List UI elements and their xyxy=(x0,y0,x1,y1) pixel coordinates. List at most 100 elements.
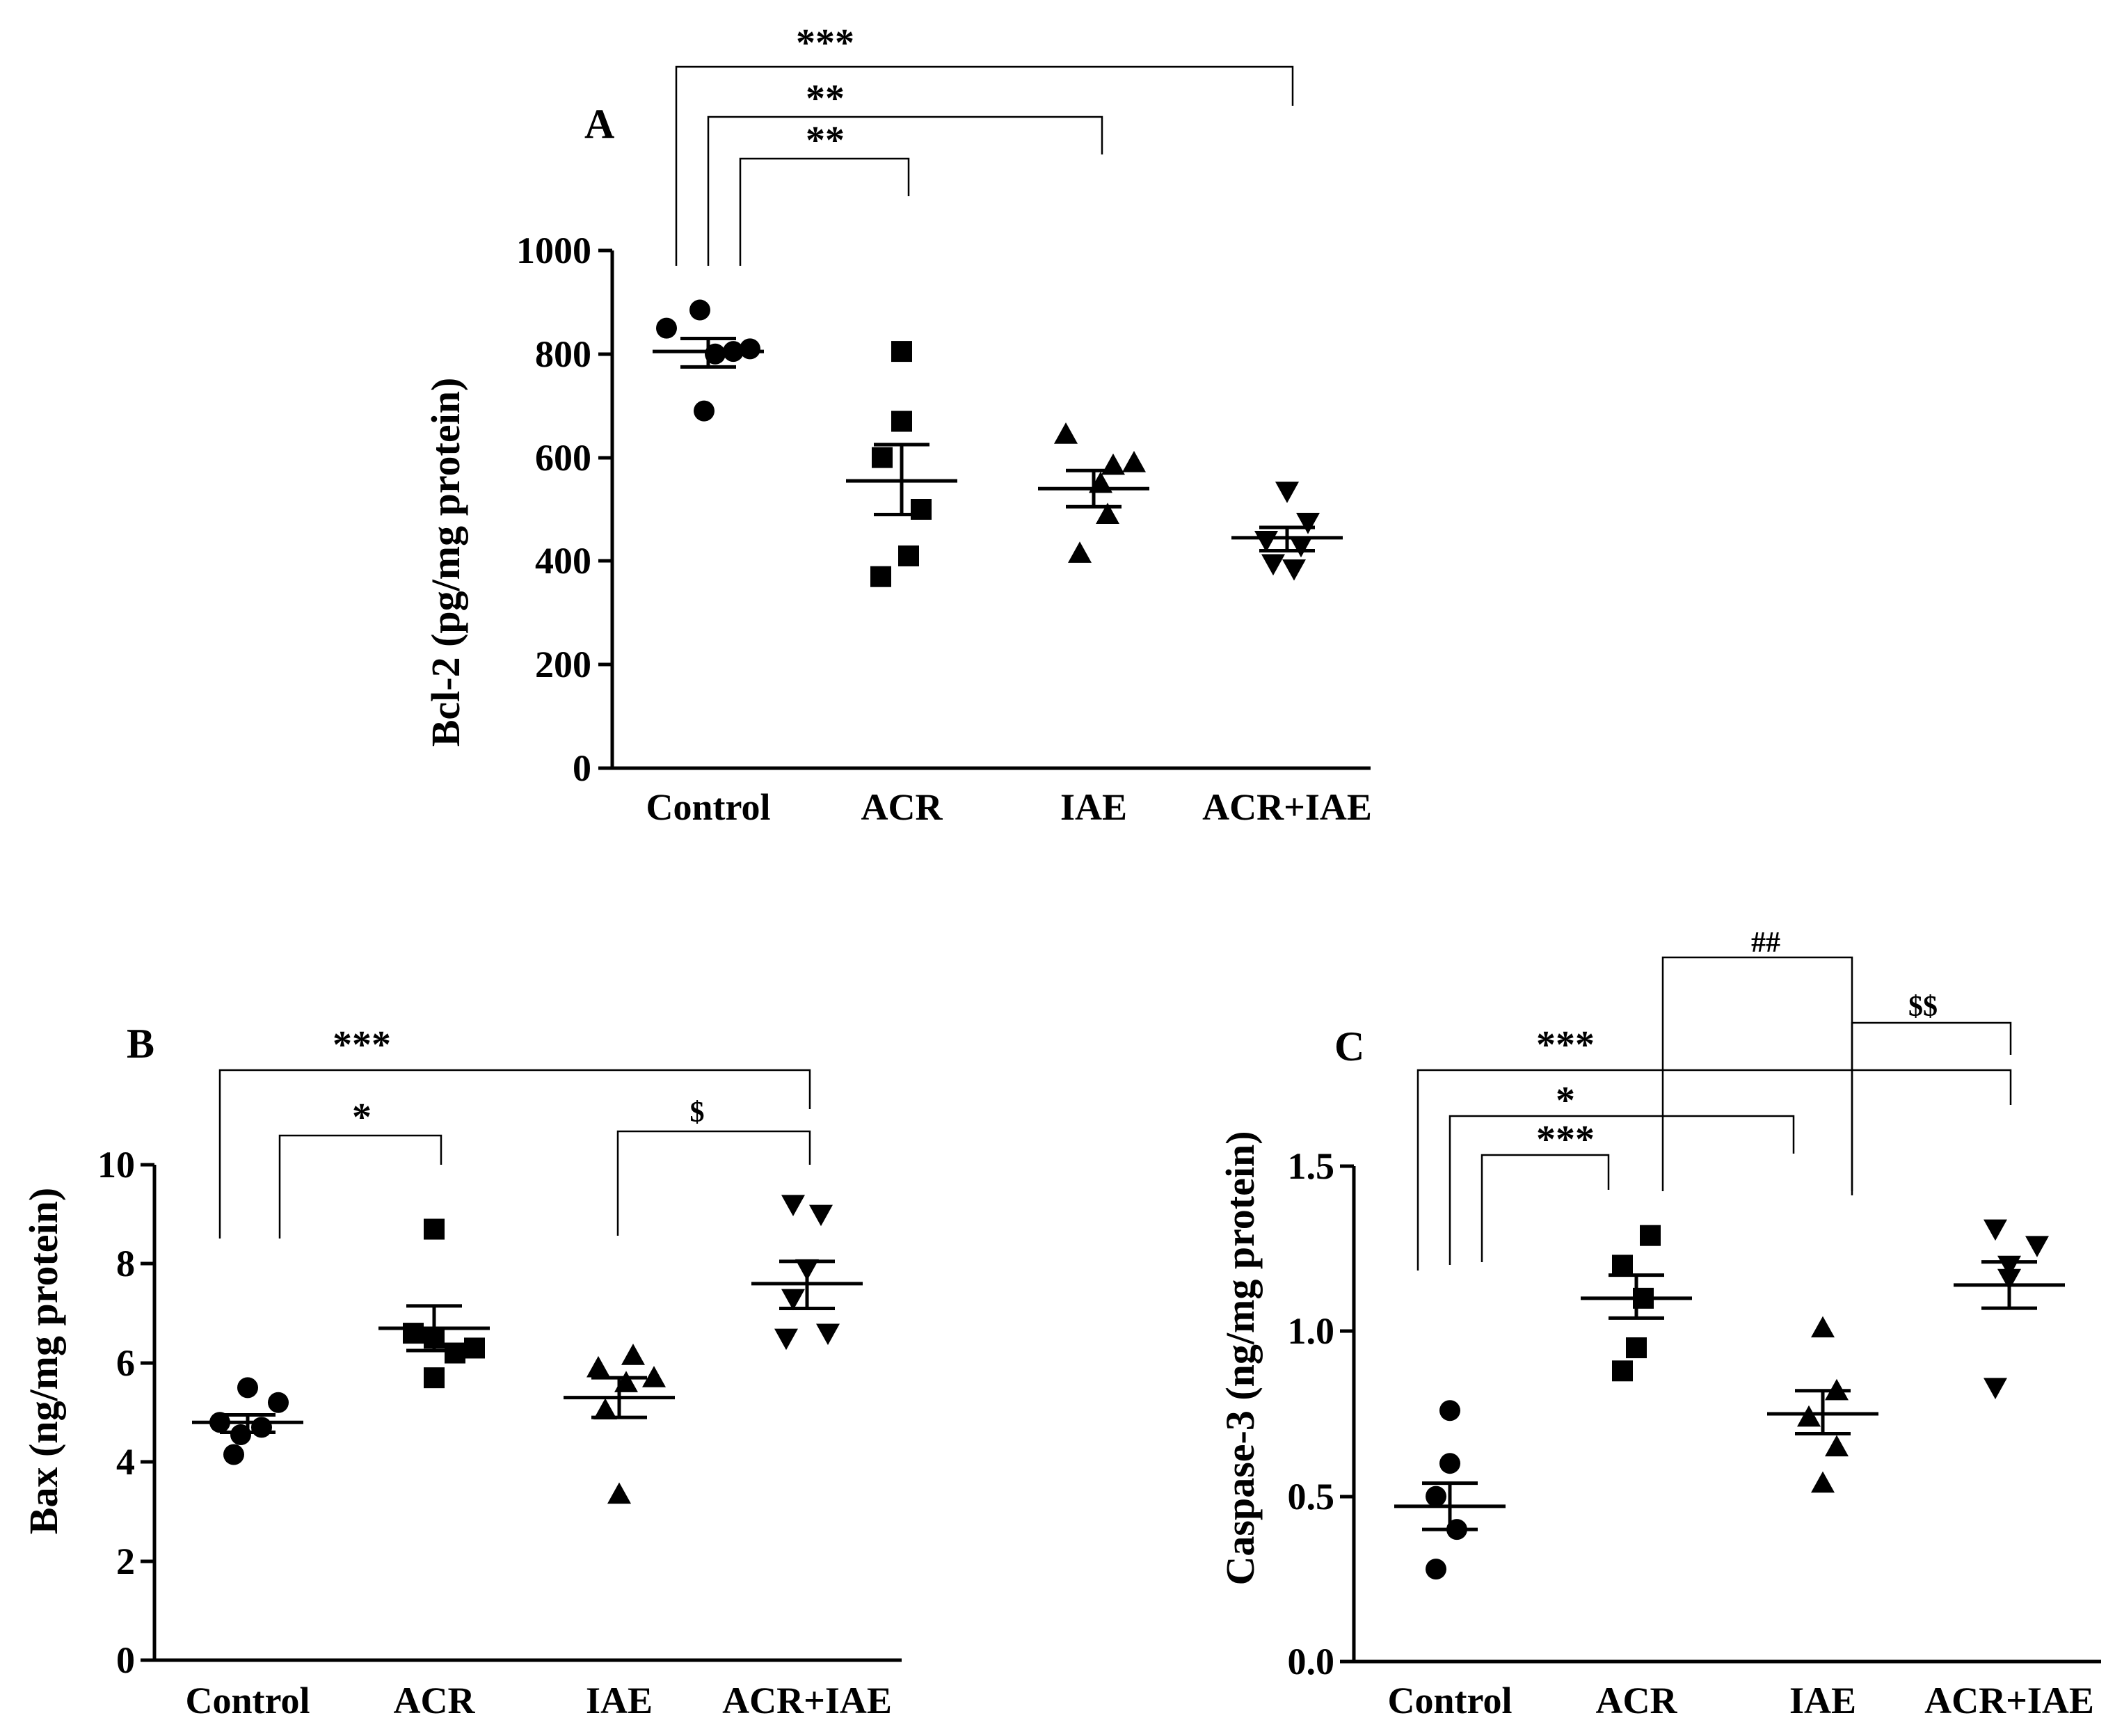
panel-c-ytick-label: 1.5 xyxy=(1288,1145,1335,1187)
panel-c-data-point xyxy=(1797,1405,1821,1427)
panel-c-letter: C xyxy=(1334,1024,1364,1069)
panel-b-data-point xyxy=(642,1366,666,1387)
panel-a-bracket xyxy=(707,116,1103,266)
panel-c-bracket xyxy=(1851,1021,2012,1195)
panel-b-data-point xyxy=(403,1323,424,1344)
panel-c-xtick-label: Control xyxy=(1387,1680,1512,1721)
panel-b-data-point xyxy=(607,1482,631,1504)
panel-a-xtick-label: ACR+IAE xyxy=(1202,786,1372,828)
panel-a-xtick-label: IAE xyxy=(1060,786,1127,828)
panel-b-data-point xyxy=(268,1392,289,1413)
panel-c-ylabel: Caspase-3 (ng/mg protein) xyxy=(1218,1131,1263,1585)
panel-b-data-point xyxy=(621,1344,645,1365)
panel-a-ytick-label: 0 xyxy=(573,747,591,789)
panel-c-sig-label: *** xyxy=(1536,1024,1595,1067)
panel-b-sig-label: *** xyxy=(333,1024,391,1067)
panel-b-data-point xyxy=(445,1342,465,1364)
panel-a-ytick-label: 800 xyxy=(535,333,591,375)
panel-a-data-point xyxy=(1054,422,1078,444)
panel-a-ytick-label: 1000 xyxy=(516,230,591,271)
panel-c-bracket xyxy=(1448,1115,1795,1265)
panel-c-data-point xyxy=(1612,1360,1633,1382)
panel-a-data-point xyxy=(872,447,893,468)
panel-b-data-point xyxy=(424,1367,445,1389)
panel-b-sig-label: * xyxy=(352,1096,372,1139)
panel-b-ytick-label: 2 xyxy=(116,1540,135,1582)
panel-b-data-point xyxy=(424,1218,445,1240)
panel-b-xtick-label: Control xyxy=(185,1680,310,1721)
panel-a-data-point xyxy=(911,499,932,520)
panel-c-data-point xyxy=(1811,1316,1835,1338)
panel-b-data-point xyxy=(237,1377,258,1399)
panel-b-xtick-label: ACR xyxy=(394,1680,476,1721)
panel-a-data-point xyxy=(740,338,760,360)
panel-a: A Bcl-2 (pg/mg protein) 0 200 400 600 80… xyxy=(423,22,1372,828)
panel-b-data-point xyxy=(781,1289,805,1311)
panel-b-data-point xyxy=(816,1323,840,1346)
panel-a-data-point xyxy=(898,545,919,566)
panel-b-letter: B xyxy=(127,1021,154,1067)
panel-c-ytick-label: 1.0 xyxy=(1288,1310,1335,1352)
panel-a-data-point xyxy=(1296,513,1320,534)
panel-b-data-point xyxy=(223,1444,244,1465)
panel-c-data-point xyxy=(1612,1255,1633,1276)
panel-c-sig-label: $$ xyxy=(1908,991,1938,1023)
panel-a-ytick-label: 600 xyxy=(535,437,591,479)
panel-c-sig-label: *** xyxy=(1536,1118,1595,1161)
panel-c-data-point xyxy=(1984,1378,2007,1400)
panel-b-ylabel: Bax (ng/mg protein) xyxy=(21,1188,66,1534)
panel-a-letter: A xyxy=(584,101,614,147)
panel-a-data-point xyxy=(1068,541,1092,563)
panel-b-ytick-label: 8 xyxy=(116,1243,135,1284)
panel-a-data-point xyxy=(891,411,912,432)
panel-c-data-point xyxy=(1825,1435,1849,1457)
panel-a-data-point xyxy=(689,299,710,321)
panel-b-ytick-label: 10 xyxy=(97,1144,135,1186)
panel-c-xtick-label: ACR xyxy=(1596,1680,1678,1721)
panel-a-data-point xyxy=(1122,451,1146,472)
panel-c-bracket xyxy=(1480,1154,1610,1262)
panel-c-sig-label: ## xyxy=(1751,927,1780,959)
panel-b-bracket xyxy=(278,1134,442,1239)
panel-b-data-point xyxy=(586,1355,610,1378)
panel-a-data-point xyxy=(656,317,677,339)
panel-a-sig-label: ** xyxy=(806,119,845,162)
panel-a-sig-label: ** xyxy=(806,77,845,120)
panel-b-xtick-label: IAE xyxy=(586,1680,653,1721)
panel-c-data-point xyxy=(1426,1559,1446,1580)
panel-a-data-point xyxy=(870,566,891,587)
panel-a-ytick-label: 200 xyxy=(535,644,591,685)
panel-a-data-point xyxy=(694,400,715,422)
panel-a-xtick-label: Control xyxy=(646,786,770,828)
panel-c: C Caspase-3 (ng/mg protein) 0.0 0.5 1.0 … xyxy=(1218,927,2101,1721)
panel-c-data-point xyxy=(1640,1225,1661,1246)
panel-c-data-point xyxy=(1984,1219,2007,1241)
panel-b-sig-label: $ xyxy=(690,1097,705,1129)
panel-b-data-point xyxy=(781,1195,805,1216)
panel-b-data-point xyxy=(809,1204,833,1227)
panel-c-data-point xyxy=(1426,1486,1446,1507)
panel-a-points xyxy=(653,299,1343,587)
panel-b-points xyxy=(192,1195,863,1504)
panel-b-ytick-label: 6 xyxy=(116,1342,135,1384)
panel-c-xtick-label: IAE xyxy=(1789,1680,1856,1721)
panel-c-ytick-label: 0.0 xyxy=(1288,1641,1335,1682)
panel-c-ytick-label: 0.5 xyxy=(1288,1476,1335,1518)
panel-c-data-point xyxy=(1439,1453,1460,1474)
panel-c-points xyxy=(1394,1219,2065,1580)
panel-c-data-point xyxy=(1811,1471,1835,1493)
panel-b-data-point xyxy=(251,1417,272,1438)
panel-a-ytick-label: 400 xyxy=(535,540,591,582)
panel-a-sig-label: *** xyxy=(796,22,854,65)
panel-c-data-point xyxy=(1626,1337,1647,1359)
panel-a-data-point xyxy=(1261,554,1285,576)
panel-b-ytick-label: 4 xyxy=(116,1441,135,1483)
panel-a-data-point xyxy=(891,341,912,363)
panel-a-data-point xyxy=(1289,536,1313,558)
panel-c-bracket xyxy=(1416,1069,2012,1271)
panel-b-bracket xyxy=(218,1069,811,1239)
panel-a-data-point xyxy=(1282,559,1306,581)
panel-a-bracket xyxy=(675,65,1294,266)
panel-c-data-point xyxy=(1439,1400,1460,1422)
